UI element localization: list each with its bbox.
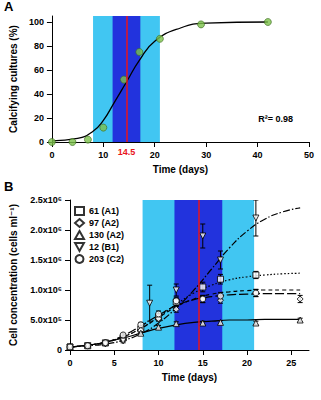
svg-text:Time (days): Time (days) bbox=[153, 164, 208, 175]
svg-text:Cell concentration (cells ml⁻¹: Cell concentration (cells ml⁻¹) bbox=[8, 204, 19, 346]
svg-text:0: 0 bbox=[67, 358, 72, 368]
svg-text:25: 25 bbox=[286, 358, 296, 368]
svg-text:203 (C2): 203 (C2) bbox=[89, 254, 124, 264]
svg-text:60: 60 bbox=[34, 65, 44, 75]
svg-text:0: 0 bbox=[39, 137, 44, 147]
svg-text:5: 5 bbox=[112, 358, 117, 368]
svg-text:Calcifying cultures (%): Calcifying cultures (%) bbox=[8, 25, 19, 133]
svg-text:12 (B1): 12 (B1) bbox=[89, 242, 119, 252]
svg-text:0: 0 bbox=[49, 150, 54, 160]
svg-text:14.5: 14.5 bbox=[118, 147, 136, 157]
svg-text:80: 80 bbox=[34, 41, 44, 51]
svg-text:100: 100 bbox=[29, 17, 44, 27]
svg-text:15: 15 bbox=[198, 358, 208, 368]
svg-text:R²= 0.98: R²= 0.98 bbox=[258, 114, 293, 124]
svg-text:130 (A2): 130 (A2) bbox=[89, 230, 124, 240]
svg-text:30: 30 bbox=[201, 150, 211, 160]
svg-text:61 (A1): 61 (A1) bbox=[89, 206, 119, 216]
svg-text:40: 40 bbox=[34, 89, 44, 99]
svg-text:5.0x10⁵: 5.0x10⁵ bbox=[30, 315, 62, 325]
svg-text:B: B bbox=[4, 179, 13, 194]
svg-text:10: 10 bbox=[154, 358, 164, 368]
svg-text:1.0x10⁶: 1.0x10⁶ bbox=[30, 285, 62, 295]
svg-text:10: 10 bbox=[98, 150, 108, 160]
svg-text:1.5x10⁶: 1.5x10⁶ bbox=[30, 255, 62, 265]
svg-text:20: 20 bbox=[150, 150, 160, 160]
svg-text:40: 40 bbox=[253, 150, 263, 160]
svg-text:Time (days): Time (days) bbox=[162, 372, 217, 383]
svg-text:20: 20 bbox=[34, 113, 44, 123]
svg-text:50: 50 bbox=[304, 150, 314, 160]
svg-text:97 (A2): 97 (A2) bbox=[89, 218, 119, 228]
svg-text:20: 20 bbox=[242, 358, 252, 368]
svg-text:2.0x10⁶: 2.0x10⁶ bbox=[30, 225, 62, 235]
svg-text:A: A bbox=[4, 0, 14, 14]
svg-text:0: 0 bbox=[57, 345, 62, 355]
svg-text:2.5x10⁶: 2.5x10⁶ bbox=[30, 195, 62, 205]
